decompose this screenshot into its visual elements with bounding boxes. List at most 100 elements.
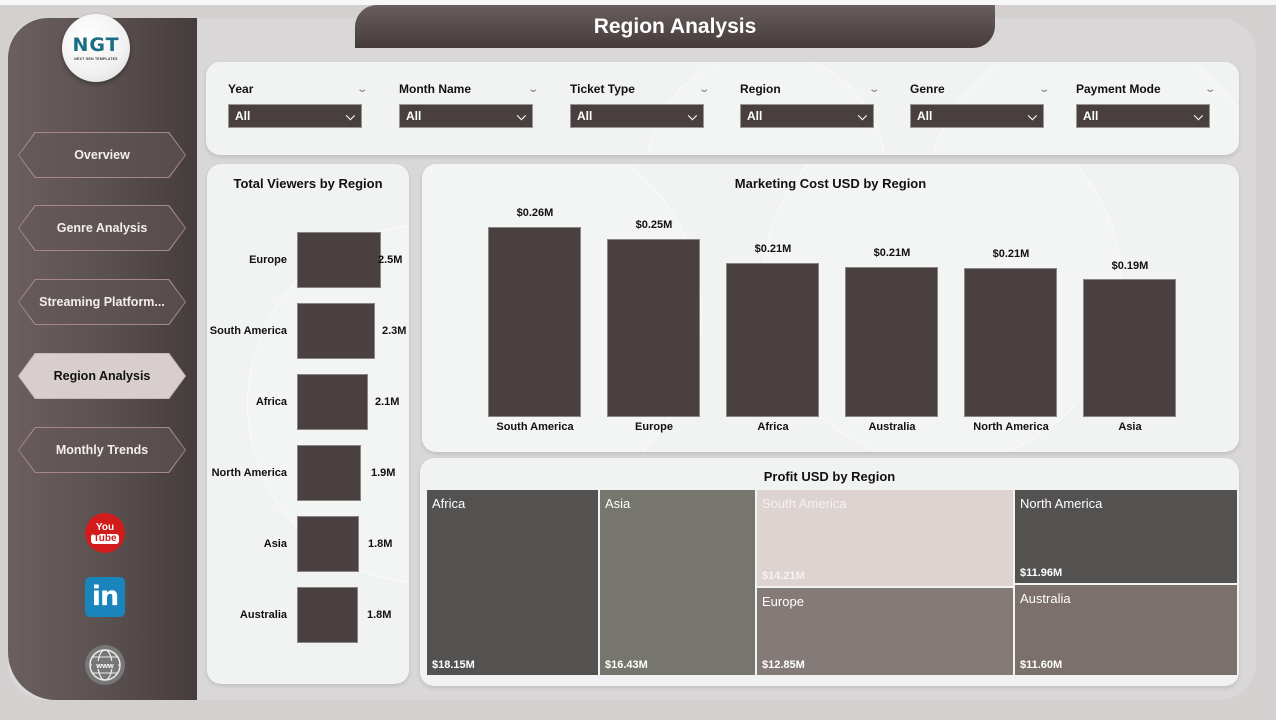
month-name-dropdown[interactable]: All ⌵ (399, 104, 533, 128)
treemap-cell-south-america[interactable]: South America $14.21M (756, 489, 1014, 587)
bar[interactable] (297, 587, 358, 643)
bar-value: 2.3M (382, 325, 407, 337)
bar[interactable] (297, 374, 368, 430)
linkedin-link[interactable]: in (85, 577, 125, 617)
logo-text: NGT (72, 34, 120, 56)
treemap-cell-north-america[interactable]: North America $11.96M (1014, 489, 1238, 584)
nav-overview[interactable]: Overview (18, 132, 186, 178)
bar[interactable] (607, 239, 700, 417)
chevron-down-icon[interactable]: ⌄ (1203, 83, 1216, 95)
dropdown-value: All (235, 109, 251, 123)
bar-row: North America 1.9M (207, 445, 407, 501)
chevron-down-icon: ⌵ (857, 108, 867, 123)
treemap-label: Africa (432, 496, 466, 511)
treemap-cell-africa[interactable]: Africa $18.15M (426, 489, 599, 676)
total-viewers-chart: Total Viewers by Region Europe 2.5M Sout… (207, 164, 409, 684)
bar-row: Africa 2.1M (207, 374, 407, 430)
bar[interactable] (297, 445, 361, 501)
bar[interactable] (845, 267, 938, 417)
nav-monthly-trends[interactable]: Monthly Trends (18, 427, 186, 473)
bar[interactable] (297, 516, 359, 572)
marketing-cost-chart: Marketing Cost USD by Region $0.26M $0.2… (422, 164, 1239, 452)
filter-label: Payment Mode (1076, 82, 1161, 96)
treemap-cell-asia[interactable]: Asia $16.43M (599, 489, 756, 676)
region-dropdown[interactable]: All ⌵ (740, 104, 874, 128)
dropdown-value: All (917, 109, 933, 123)
bar-value: 1.8M (367, 609, 392, 621)
genre-dropdown[interactable]: All ⌵ (910, 104, 1044, 128)
plot-area: $0.26M $0.25M $0.21M $0.21M $0.21M $0.19… (422, 164, 1239, 417)
bar-category: Europe (249, 254, 287, 266)
bar-category: Africa (757, 421, 789, 433)
filter-label: Month Name (399, 82, 471, 96)
chevron-down-icon[interactable]: ⌄ (1037, 83, 1050, 95)
chevron-down-icon: ⌵ (516, 108, 526, 123)
chevron-down-icon[interactable]: ⌄ (697, 83, 710, 95)
filter-month-name: Month Name ⌄ All ⌵ (399, 80, 539, 128)
bar[interactable] (1083, 279, 1176, 417)
treemap-label: South America (762, 496, 847, 511)
treemap-value: $16.43M (605, 659, 648, 671)
ngt-logo: NGT NEXT GEN TEMPLATES (62, 14, 130, 82)
treemap-cell-australia[interactable]: Australia $11.60M (1014, 584, 1238, 676)
bar-category: Asia (1118, 421, 1142, 433)
filter-ticket-type: Ticket Type ⌄ All ⌵ (570, 80, 710, 128)
treemap-cell-europe[interactable]: Europe $12.85M (756, 587, 1014, 676)
treemap-label: Asia (605, 496, 631, 511)
treemap-value: $11.60M (1020, 659, 1063, 671)
bar-row: Australia 1.8M (207, 587, 407, 643)
treemap-label: Australia (1020, 591, 1071, 606)
treemap-label: North America (1020, 496, 1103, 511)
filter-label: Region (740, 82, 781, 96)
globe-icon: www (85, 645, 125, 685)
bar-value: 1.8M (368, 538, 393, 550)
nav-label: Region Analysis (53, 369, 151, 383)
chevron-down-icon[interactable]: ⌄ (867, 83, 880, 95)
bar-row: South America 2.3M (207, 303, 407, 359)
bar-category: South America (496, 421, 574, 433)
filter-region: Region ⌄ All ⌵ (740, 80, 880, 128)
bar[interactable] (964, 268, 1057, 417)
bar-category: South America (209, 325, 287, 337)
nav-label: Streaming Platform... (39, 295, 165, 309)
bar-row: Asia 1.8M (207, 516, 407, 572)
bar-row: Europe 2.5M (207, 232, 407, 288)
dropdown-value: All (406, 109, 422, 123)
page-title: Region Analysis (355, 5, 995, 48)
year-dropdown[interactable]: All ⌵ (228, 104, 362, 128)
filter-label: Genre (910, 82, 945, 96)
nav-streaming-platform[interactable]: Streaming Platform... (18, 279, 186, 325)
youtube-icon-top: You (95, 521, 115, 533)
ticket-type-dropdown[interactable]: All ⌵ (570, 104, 704, 128)
svg-text:www: www (95, 661, 114, 670)
nav-genre-analysis[interactable]: Genre Analysis (18, 205, 186, 251)
bar-value: $0.19M (1111, 260, 1149, 272)
filter-year: Year ⌄ All ⌵ (228, 80, 368, 128)
chevron-down-icon[interactable]: ⌄ (355, 83, 368, 95)
nav-label: Overview (74, 148, 130, 162)
filter-payment-mode: Payment Mode ⌄ All ⌵ (1076, 80, 1216, 128)
bar-category: Africa (255, 396, 287, 408)
bar[interactable] (297, 232, 381, 288)
payment-mode-dropdown[interactable]: All ⌵ (1076, 104, 1210, 128)
bar-value: 2.5M (378, 254, 403, 266)
bar-category: North America (211, 467, 287, 479)
bar-value: 2.1M (375, 396, 400, 408)
filter-label: Year (228, 82, 254, 96)
bar-value: $0.21M (754, 243, 792, 255)
website-link[interactable]: www (85, 645, 125, 685)
bar-value: $0.26M (516, 207, 554, 219)
filter-genre: Genre ⌄ All ⌵ (910, 80, 1050, 128)
top-strip (0, 0, 1276, 5)
youtube-link[interactable]: You Tube (85, 513, 125, 553)
nav-region-analysis[interactable]: Region Analysis (18, 353, 186, 399)
profit-treemap-chart: Profit USD by Region Africa $18.15M Asia… (420, 458, 1239, 686)
bar[interactable] (488, 227, 581, 417)
chevron-down-icon[interactable]: ⌄ (526, 83, 539, 95)
chart-title: Marketing Cost USD by Region (734, 176, 927, 191)
youtube-icon-bottom: Tube (91, 532, 119, 544)
chevron-down-icon: ⌵ (345, 108, 355, 123)
bar[interactable] (297, 303, 375, 359)
bar[interactable] (726, 263, 819, 417)
treemap-value: $11.96M (1020, 567, 1063, 579)
